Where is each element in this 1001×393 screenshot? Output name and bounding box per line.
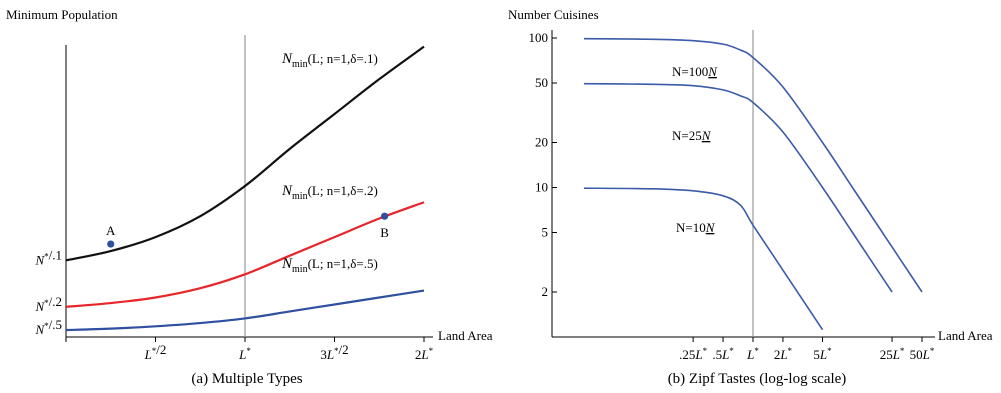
panel-b: Number Cuisines Land Area .25L* .5L* L* 2L*… [508, 7, 993, 387]
panel-a-point-label: B [380, 225, 389, 240]
panel-a-caption: (a) Multiple Types [191, 371, 302, 387]
panel-a-point-a [107, 240, 115, 248]
panel-a-xlabel: Land Area [438, 328, 493, 343]
panel-a: Minimum Population Land Area L*/2 L* 3L*/2… [6, 7, 493, 387]
panel-b-series-line-3 [583, 187, 824, 331]
panel-b-series-labels: N=100N N=25N N=10N [672, 64, 718, 235]
panel-b-ylabel: Number Cuisines [508, 7, 599, 22]
panel-b-y-tick-label: 10 [535, 180, 548, 195]
panel-a-y-tick-label: N*/.1 [34, 247, 62, 267]
panel-a-series-line-2 [65, 201, 425, 308]
panel-b-y-tick-label: 5 [542, 225, 549, 240]
panel-a-series-labels: Nmin(L; n=1,δ=.1) Nmin(L; n=1,δ=.2) Nmin(L… [281, 51, 378, 275]
panel-b-y-tick-label: 50 [535, 75, 548, 90]
panel-a-series-line-1 [65, 45, 425, 262]
panel-b-y-tick-label: 20 [535, 134, 548, 149]
panel-a-y-tick-label: N*/.5 [34, 317, 62, 337]
panel-a-y-ticks: N*/.5 N*/.2 N*/.1 [34, 247, 62, 337]
panel-b-series [583, 37, 923, 331]
panel-b-x-tick-label: 2L* [774, 346, 793, 362]
panel-b-series-label: N=100N [672, 64, 718, 79]
panel-a-x-tick-label: 3L*/2 [320, 342, 348, 362]
panel-b-series-line-1 [583, 37, 923, 293]
panel-a-x-tick-label: L*/2 [144, 342, 167, 362]
panel-a-ylabel: Minimum Population [6, 7, 118, 22]
panel-b-x-tick-label: L* [746, 346, 759, 362]
panel-a-series-label: Nmin(L; n=1,δ=.5) [281, 256, 378, 275]
panel-a-x-ticks: L*/2 L* 3L*/2 2L* [65, 337, 434, 362]
panel-b-x-tick-label: 5L* [813, 346, 832, 362]
panel-a-point-b [381, 212, 389, 220]
panel-a-x-tick-label: 2L* [415, 346, 434, 362]
panel-b-series-label: N=10N [676, 220, 716, 235]
panel-b-series-line-2 [583, 82, 893, 293]
panel-b-x-tick-label: .25L* [679, 346, 707, 362]
panel-a-series-label: Nmin(L; n=1,δ=.2) [281, 183, 378, 202]
panel-a-x-tick-label: L* [238, 346, 251, 362]
panel-a-series-line-3 [65, 289, 425, 332]
panel-b-series-label: N=25N [672, 128, 712, 143]
panel-b-y-ticks: 2 5 10 20 50 100 [529, 30, 557, 299]
panel-a-point-label: A [106, 223, 116, 238]
panel-b-xlabel: Land Area [938, 328, 993, 343]
panel-b-y-tick-label: 100 [529, 30, 549, 45]
panel-a-series [65, 45, 425, 332]
panel-b-x-tick-label: 50L* [910, 346, 935, 362]
panel-b-x-tick-label: 25L* [880, 346, 905, 362]
panel-b-x-ticks: .25L* .5L* L* 2L* 5L* 25L* 50L* [679, 337, 935, 362]
panel-b-caption: (b) Zipf Tastes (log-log scale) [668, 371, 847, 387]
panel-a-y-tick-label: N*/.2 [34, 294, 62, 314]
panel-a-series-label: Nmin(L; n=1,δ=.1) [281, 51, 378, 70]
panel-b-y-tick-label: 2 [542, 284, 549, 299]
panel-b-x-tick-label: .5L* [712, 346, 734, 362]
